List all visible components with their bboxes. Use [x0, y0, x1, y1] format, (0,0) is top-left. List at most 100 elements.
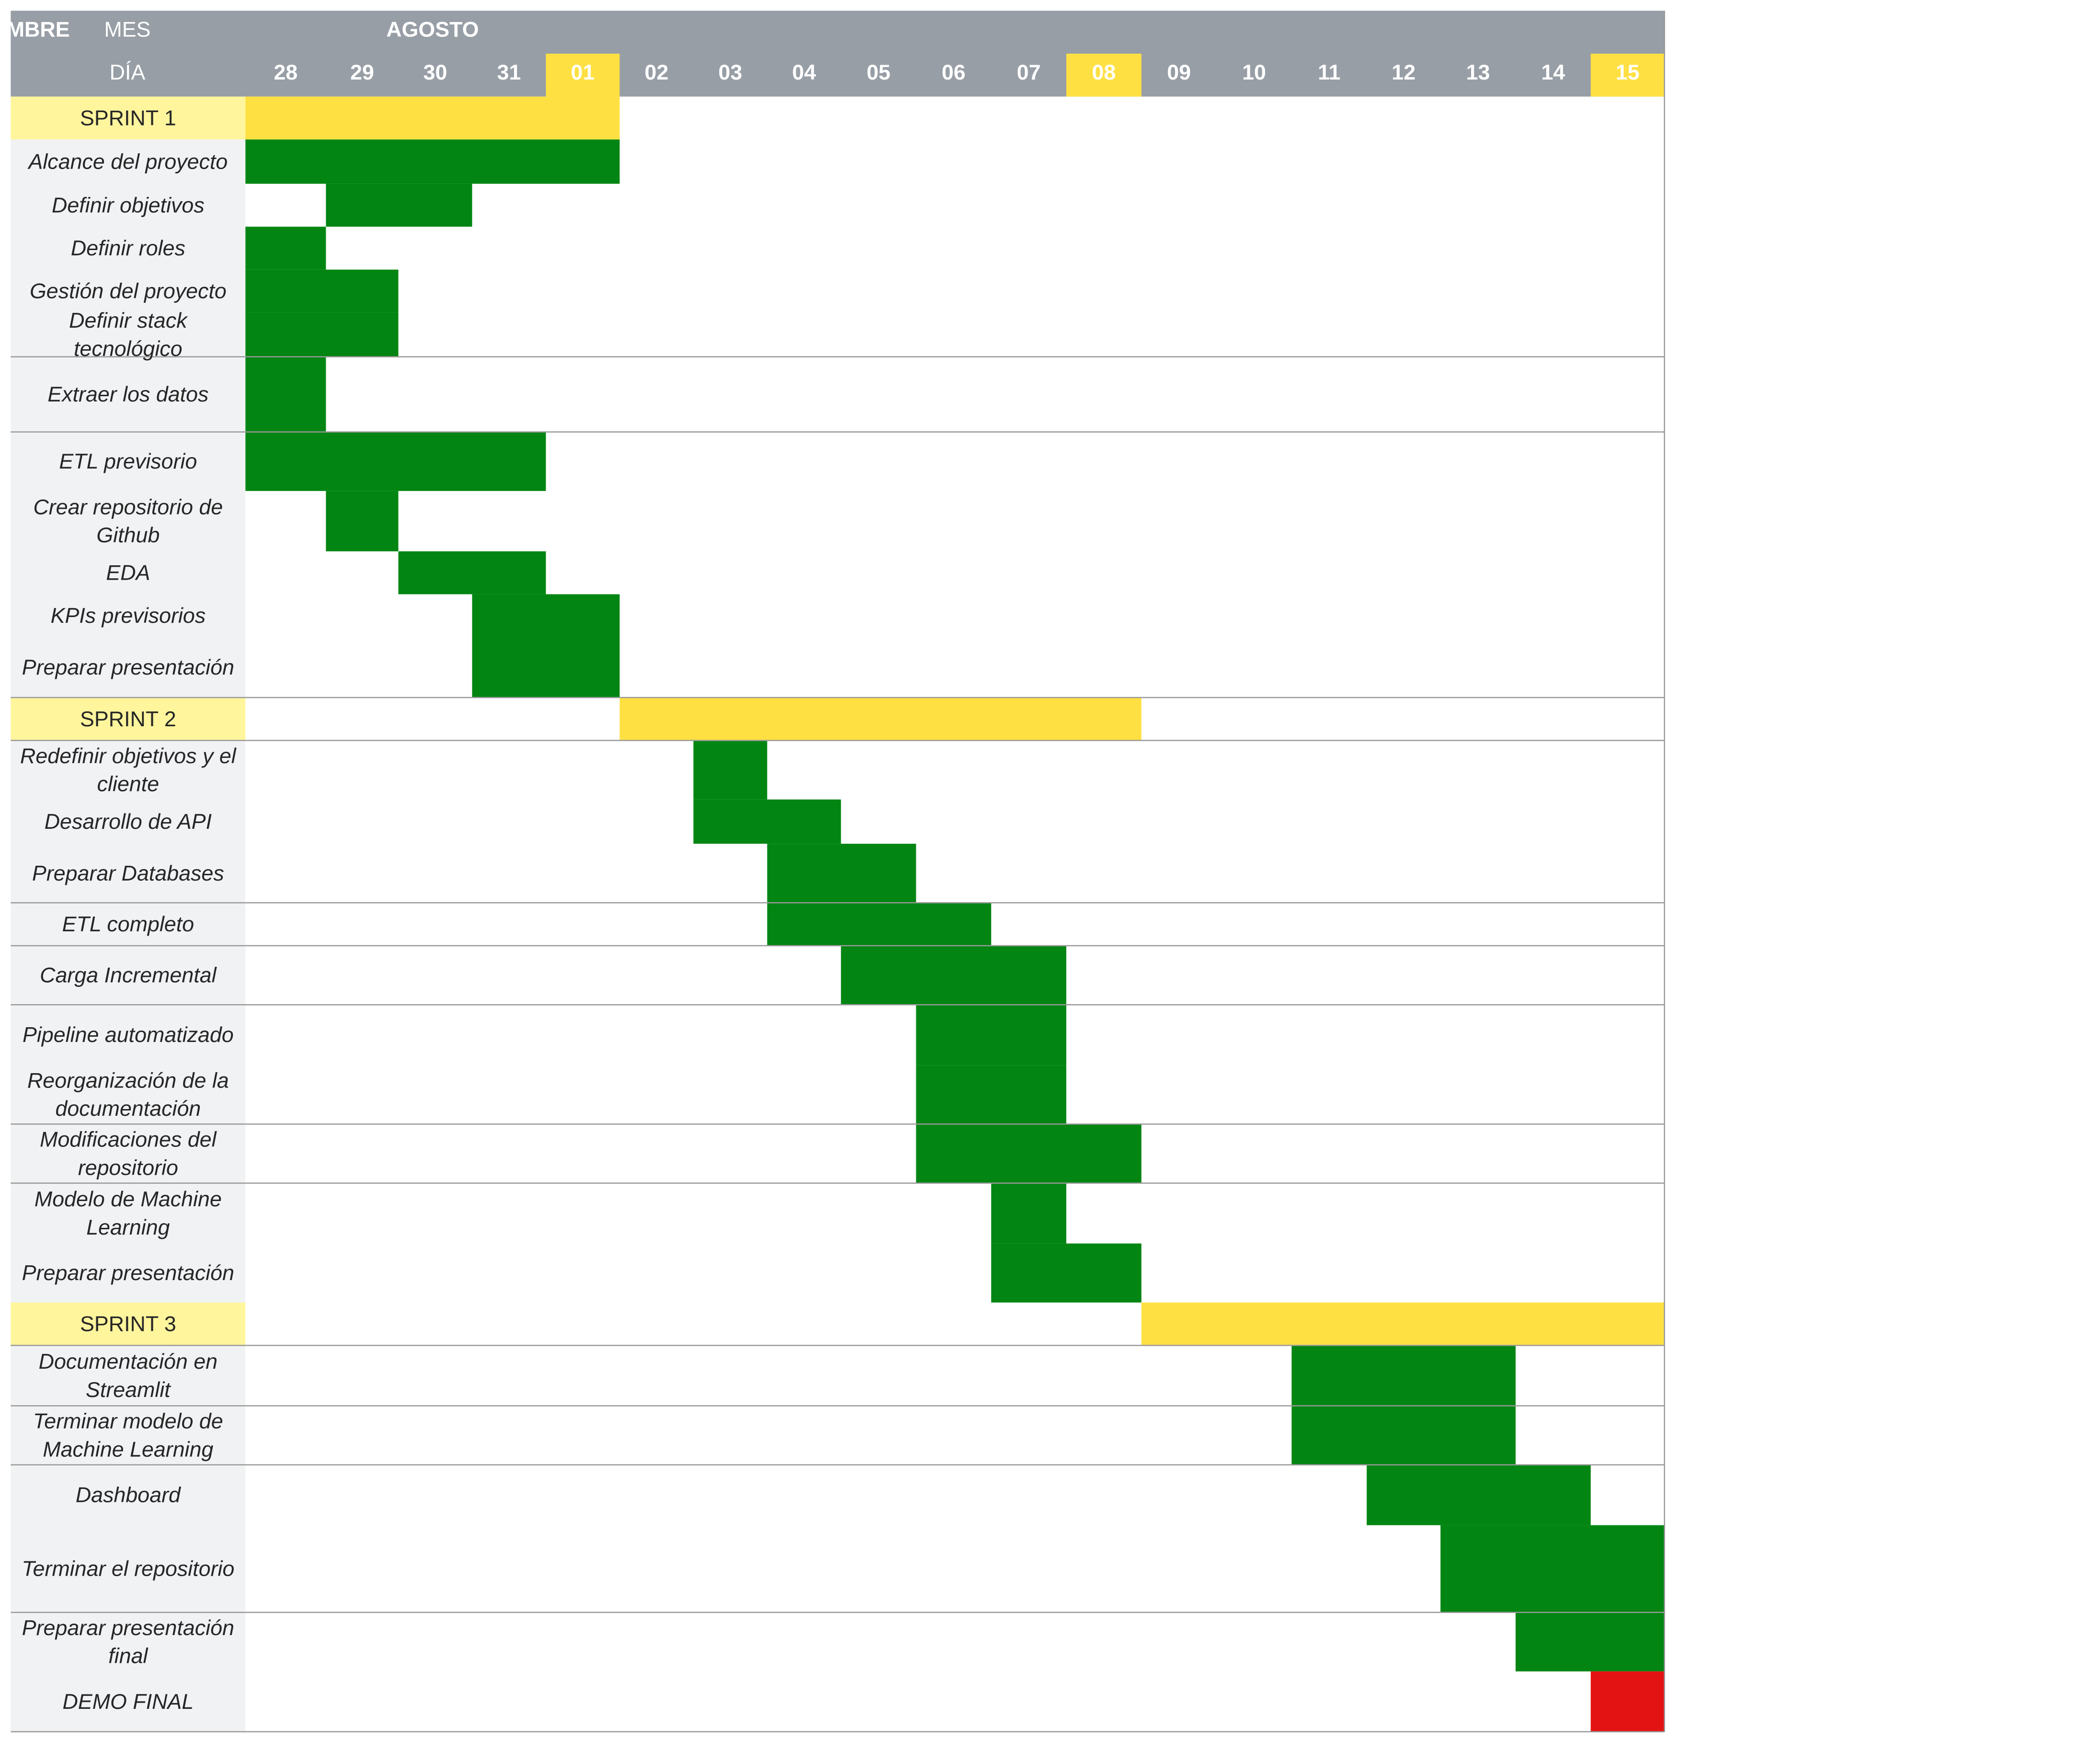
task-label-cell: [11, 491, 246, 551]
grid-group: [11, 11, 1666, 1733]
day-tick-label: 31: [497, 60, 521, 84]
task-label-cell: [11, 356, 246, 432]
day-tick-label: 03: [719, 60, 742, 84]
sprint-label: SPRINT 3: [80, 1312, 176, 1336]
task-bar: [767, 844, 916, 903]
labels-group: SPRINT 1 Alcance del proyecto Definir obje…: [20, 106, 237, 1713]
day-tick-label: 05: [867, 60, 890, 84]
task-label-cell: [11, 1065, 246, 1124]
task-label-cell: [11, 1612, 246, 1671]
task-label: Dashboard: [76, 1483, 182, 1507]
day-header-label: DÍA: [110, 60, 146, 84]
task-label: Preparar presentación: [22, 1261, 234, 1285]
task-label-cell: [11, 1345, 246, 1406]
task-bar: [245, 139, 620, 184]
task-bar: [1440, 1525, 1665, 1613]
task-bar: [398, 551, 546, 595]
day-tick-label: 08: [1092, 60, 1116, 84]
day-tick-label: 07: [1017, 60, 1041, 84]
task-bar: [767, 903, 992, 946]
task-label: Gestión del proyecto: [30, 279, 227, 303]
day-tick-label: 29: [350, 60, 374, 84]
task-label: ETL completo: [62, 912, 194, 936]
task-label: KPIs previsorios: [51, 604, 206, 628]
task-label-cell: [11, 637, 246, 698]
task-label-cell: [11, 1005, 246, 1065]
task-label-cell: [11, 1525, 246, 1613]
task-label: Definir roles: [71, 236, 185, 260]
task-label-cell: [11, 844, 246, 903]
task-bar: [693, 740, 767, 800]
task-bar: [245, 432, 546, 491]
task-label-cell: [11, 1406, 246, 1465]
task-label: Preparar Databases: [32, 861, 224, 885]
task-bar: [245, 227, 326, 270]
task-label-cell: [11, 740, 246, 800]
bars-group: [11, 96, 1665, 1732]
task-label: Preparar presentación: [22, 655, 234, 679]
task-bar: [1367, 1465, 1591, 1525]
day-tick-label: 02: [645, 60, 669, 84]
sprint-label: SPRINT 2: [80, 707, 176, 731]
task-label: Documentación en Streamlit: [39, 1350, 218, 1402]
task-bar: [1291, 1345, 1516, 1406]
task-bar: [326, 491, 399, 551]
sprint-bar: [245, 96, 620, 140]
task-bar: [245, 356, 326, 432]
task-label-cell: [11, 1124, 246, 1183]
day-tick-label: 12: [1392, 60, 1415, 84]
day-tick-label: 13: [1466, 60, 1490, 84]
task-label: Alcance del proyecto: [27, 149, 228, 173]
task-bar: [991, 1243, 1141, 1303]
task-bar: [916, 1065, 1066, 1124]
task-bar: [991, 1183, 1066, 1244]
task-label-cell: [11, 227, 246, 270]
task-label: DEMO FINAL: [63, 1690, 194, 1714]
task-label-cell: [11, 183, 246, 227]
month-name: SEPTIEMBRE: [0, 18, 70, 42]
highlight-day-cell: [1066, 54, 1141, 97]
task-bar: [472, 637, 620, 698]
task-label-cell: [11, 1183, 246, 1244]
task-label: EDA: [106, 561, 150, 585]
task-label: Pipeline automatizado: [23, 1023, 234, 1047]
task-label-cell: [11, 432, 246, 491]
task-label: Carga Incremental: [40, 963, 217, 987]
sprint-bar: [619, 698, 1141, 741]
sprint-label-cell: [11, 96, 246, 140]
day-tick-label: 11: [1318, 60, 1340, 84]
month-name: AGOSTO: [386, 18, 479, 42]
task-label-cell: [11, 139, 246, 184]
day-tick-label: 04: [792, 60, 816, 84]
task-bar: [916, 1124, 1141, 1183]
task-label: Redefinir objetivos y el cliente: [20, 744, 237, 796]
highlight-day-cell: [1590, 54, 1665, 97]
task-label: ETL previsorio: [59, 449, 197, 473]
task-label: Reorganización de la documentación: [27, 1068, 229, 1121]
task-bar: [1516, 1612, 1665, 1671]
highlight-day-cell: [546, 54, 620, 97]
task-label-cell: [11, 946, 246, 1005]
day-tick-label: 14: [1541, 60, 1565, 84]
day-tick-label: 10: [1242, 60, 1266, 84]
sprint-label-cell: [11, 1302, 246, 1346]
sprint-label: SPRINT 1: [80, 106, 176, 130]
task-label: Crear repositorio de Github: [33, 495, 223, 547]
task-label: Definir objetivos: [52, 193, 205, 217]
sprint-bar: [1141, 1302, 1665, 1346]
task-label-cell: [11, 799, 246, 844]
task-label-cell: [11, 594, 246, 637]
task-bar: [841, 946, 1066, 1005]
milestone-bar: [1590, 1671, 1665, 1732]
task-label-cell: [11, 551, 246, 595]
month-header-label: MES: [104, 18, 150, 42]
task-label-cell: [11, 312, 246, 357]
task-label-cell: [11, 269, 246, 313]
day-tick-label: 15: [1616, 60, 1640, 84]
task-bar: [326, 183, 472, 227]
day-tick-label: 30: [423, 60, 447, 84]
task-label: Preparar presentación final: [22, 1616, 234, 1668]
task-bar: [245, 312, 399, 357]
task-label: Modificaciones del repositorio: [40, 1128, 217, 1180]
